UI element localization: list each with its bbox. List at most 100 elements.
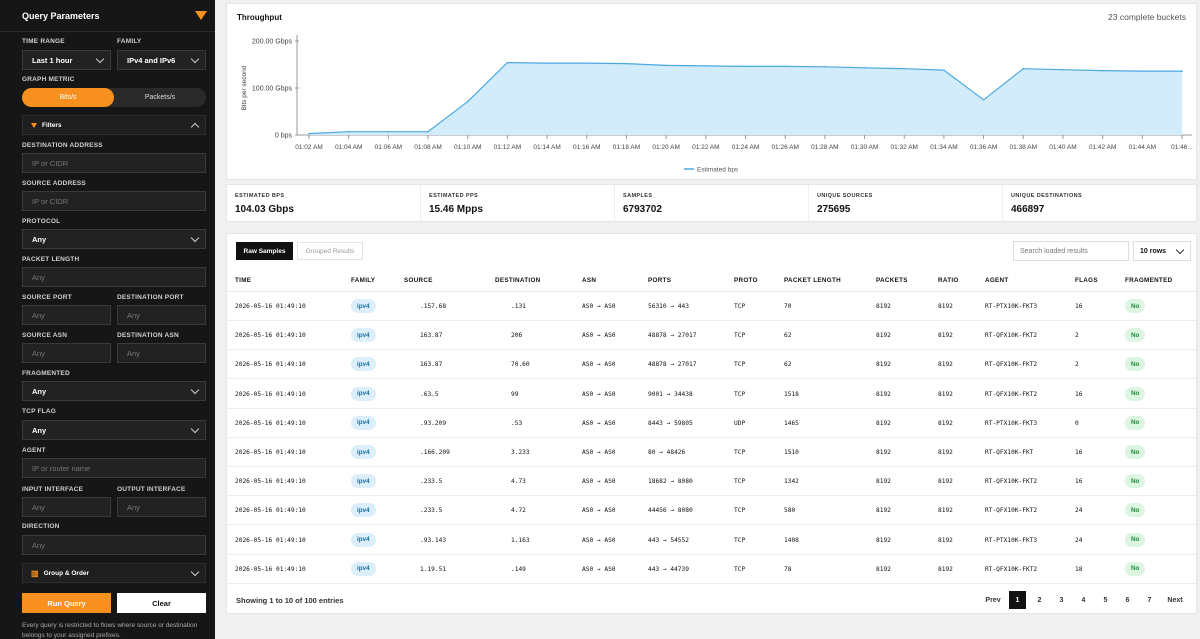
table-row[interactable]: 2026-05-16 01:49:10 ipv4 .63.5 99 AS0 → AS0 9…: [227, 380, 1196, 409]
source-port-input[interactable]: Any: [22, 305, 111, 325]
cell-packets: 8192: [876, 449, 891, 456]
column-header[interactable]: SOURCE: [404, 277, 433, 284]
data-point: [387, 130, 390, 133]
search-results-input[interactable]: Search loaded results: [1013, 241, 1129, 261]
dest-asn-input[interactable]: Any: [117, 343, 206, 363]
filters-section-toggle[interactable]: Filters: [22, 115, 206, 135]
cell-frag: No: [1125, 386, 1146, 401]
cell-asn: AS0 → AS0: [582, 390, 616, 398]
stat-card: SAMPLES 6793702: [615, 185, 809, 221]
cell-agent: RT-PTX10K-FKT3: [985, 536, 1038, 544]
table-row[interactable]: 2026-05-16 01:49:10 ipv4 163.87 206 AS0 → AS…: [227, 321, 1196, 351]
table-row[interactable]: 2026-05-16 01:49:10 ipv4 163.87 70.60 AS0 → …: [227, 350, 1196, 380]
tab-raw-samples[interactable]: Raw Samples: [236, 242, 293, 260]
rows-per-page-select[interactable]: 10 rows: [1133, 241, 1191, 261]
cell-destination: .149: [511, 565, 526, 573]
cell-agent: RT-QFX10K-FKT: [985, 449, 1034, 456]
page-button[interactable]: 4: [1081, 596, 1086, 604]
page-button[interactable]: 6: [1125, 596, 1130, 604]
clear-button[interactable]: Clear: [117, 593, 206, 613]
protocol-select[interactable]: Any: [22, 229, 206, 249]
entries-summary: Showing 1 to 10 of 100 entries: [236, 596, 344, 605]
table-row[interactable]: 2026-05-16 01:49:10 ipv4 .233.5 4.73 AS0 → A…: [227, 467, 1196, 497]
data-point: [1101, 69, 1104, 72]
x-tick-label: 01:42 AM: [1089, 144, 1116, 151]
series-area: [309, 62, 1182, 135]
table-row[interactable]: 2026-05-16 01:49:10 ipv4 .233.5 4.72 AS0 → A…: [227, 496, 1196, 526]
cell-source: .166.209: [420, 449, 450, 456]
page-button[interactable]: 7: [1147, 596, 1152, 604]
cell-proto: TCP: [734, 332, 746, 340]
cell-proto: TCP: [734, 507, 746, 515]
cell-flags: 16: [1075, 449, 1083, 456]
dest-port-input[interactable]: Any: [117, 305, 206, 325]
source-asn-input[interactable]: Any: [22, 343, 111, 363]
cell-pktlen: 1510: [784, 449, 799, 456]
cell-ports: 80 → 48426: [648, 449, 686, 456]
tcp-flag-select[interactable]: Any: [22, 420, 206, 440]
family-select[interactable]: IPv4 and IPv6: [117, 50, 206, 70]
run-query-button[interactable]: Run Query: [22, 593, 111, 613]
page-button[interactable]: 2: [1037, 596, 1042, 604]
protocol-value: Any: [32, 234, 47, 244]
cell-proto: TCP: [734, 449, 746, 456]
column-header[interactable]: FRAGMENTED: [1125, 277, 1173, 284]
table-row[interactable]: 2026-05-16 01:49:10 ipv4 .157.68 .131 AS0 → …: [227, 292, 1196, 321]
stat-label: UNIQUE SOURCES: [817, 193, 873, 199]
column-header[interactable]: FLAGS: [1075, 277, 1098, 284]
fragmented-label: FRAGMENTED: [22, 370, 70, 377]
fragmented-select[interactable]: Any: [22, 381, 206, 401]
column-header[interactable]: TIME: [235, 277, 252, 284]
table-row[interactable]: 2026-05-16 01:49:10 ipv4 .93.209 .53 AS0 → A…: [227, 409, 1196, 438]
column-header[interactable]: RATIO: [938, 277, 959, 284]
tab-grouped-results[interactable]: Grouped Results: [297, 242, 363, 260]
cell-ports: 443 → 44739: [648, 565, 689, 573]
prev-page-button[interactable]: Prev: [985, 596, 1001, 604]
stat-label: UNIQUE DESTINATIONS: [1011, 193, 1083, 199]
column-header[interactable]: ASN: [582, 277, 597, 284]
cell-packets: 8192: [876, 419, 891, 427]
column-header[interactable]: FAMILY: [351, 277, 376, 284]
data-point: [705, 65, 707, 67]
output-interface-input[interactable]: Any: [117, 497, 206, 517]
filter-icon[interactable]: [195, 11, 207, 20]
next-page-button[interactable]: Next: [1167, 596, 1183, 604]
cell-time: 2026-05-16 01:49:10: [235, 419, 306, 427]
column-header[interactable]: PROTO: [734, 277, 758, 284]
metric-packets-button[interactable]: Packets/s: [144, 94, 176, 101]
sidebar-header: Query Parameters: [0, 0, 215, 32]
column-header[interactable]: PORTS: [648, 277, 672, 284]
x-tick-label: 01:06 AM: [375, 144, 402, 151]
time-range-select[interactable]: Last 1 hour: [22, 50, 111, 70]
column-header[interactable]: PACKETS: [876, 277, 908, 284]
metric-bits-button[interactable]: Bits/s: [22, 88, 114, 107]
cell-agent: RT-QFX10K-FKT2: [985, 507, 1038, 515]
table-row[interactable]: 2026-05-16 01:49:10 ipv4 1.19.51 .149 AS0 → …: [227, 555, 1196, 584]
column-header[interactable]: PACKET LENGTH: [784, 277, 841, 284]
page-button[interactable]: 5: [1103, 596, 1108, 604]
cell-asn: AS0 → AS0: [582, 536, 616, 544]
rows-per-page-value: 10 rows: [1140, 247, 1167, 255]
packet-length-input[interactable]: Any: [22, 267, 206, 287]
cell-frag: No: [1125, 328, 1146, 343]
page-button[interactable]: 1: [1009, 591, 1026, 609]
table-row[interactable]: 2026-05-16 01:49:10 ipv4 .166.209 3.233 AS0 …: [227, 438, 1196, 467]
cell-time: 2026-05-16 01:49:10: [235, 565, 306, 573]
cell-proto: UDP: [734, 419, 746, 427]
input-interface-input[interactable]: Any: [22, 497, 111, 517]
group-order-toggle[interactable]: ▥ Group & Order: [22, 563, 206, 583]
cell-flags: 16: [1075, 478, 1083, 486]
direction-input[interactable]: Any: [22, 535, 206, 555]
cell-source: .233.5: [420, 478, 443, 486]
cell-destination: 4.72: [511, 507, 526, 515]
agent-input[interactable]: IP or router name: [22, 458, 206, 478]
table-row[interactable]: 2026-05-16 01:49:10 ipv4 .93.143 1.163 AS0 →…: [227, 526, 1196, 555]
column-header[interactable]: AGENT: [985, 277, 1009, 284]
cell-family: ipv4: [351, 445, 376, 459]
cell-destination: 4.73: [511, 478, 526, 486]
cell-agent: RT-PTX10K-FKT3: [985, 419, 1038, 427]
column-header[interactable]: DESTINATION: [495, 277, 541, 284]
source-address-input[interactable]: IP or CIDR: [22, 191, 206, 211]
page-button[interactable]: 3: [1059, 596, 1064, 604]
dest-address-input[interactable]: IP or CIDR: [22, 153, 206, 173]
